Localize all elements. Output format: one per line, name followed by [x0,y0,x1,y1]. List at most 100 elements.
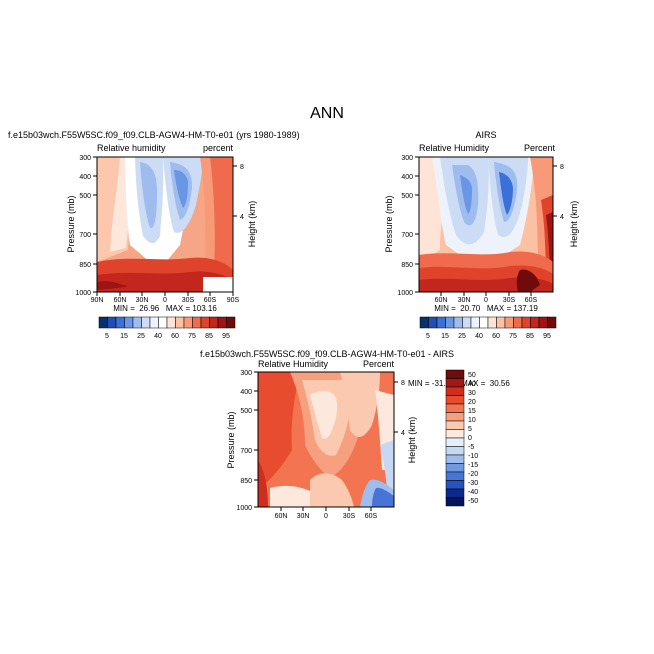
colorbar-label: 75 [188,333,196,340]
panel-model: f.e15b03wch.F55W5SC.f09_f09.CLB-AGW4-HM-… [8,130,300,340]
colorbar-swatch [470,316,480,329]
y2-axis-label: Height (km) [569,201,579,248]
y2-tick-label: 8 [240,164,244,171]
colorbar-swatch [547,316,557,329]
colorbar-label: -15 [468,462,478,469]
y2-tick-label: 8 [560,164,564,171]
x-tick-label: 30S [503,297,516,304]
colorbar-swatch [445,480,465,490]
colorbar-swatch [445,429,465,439]
contour-field [419,157,553,292]
y-tick-label: 850 [401,262,413,269]
colorbar-label: -5 [468,444,474,451]
colorbar-swatch [98,316,108,329]
x-axis: 60N 30N 0 30S 60S [435,292,538,304]
x-axis: 60N 30N 0 30S 60S [275,507,378,520]
colorbar-label: 0 [468,435,472,442]
x-tick-label: 30N [136,297,149,304]
colorbar-label: 25 [137,333,145,340]
colorbar-swatch [445,446,465,456]
colorbar [98,316,236,329]
x-tick-label: 0 [324,513,328,520]
colorbar-swatch [445,420,465,430]
colorbar-swatch [530,316,540,329]
colorbar-label: -20 [468,471,478,478]
x-tick-label: 0 [484,297,488,304]
colorbar-swatch [175,316,185,329]
colorbar-swatch [149,316,159,329]
x-tick-label: 90S [227,297,240,304]
colorbar-swatch [428,316,438,329]
x-tick-label: 30N [458,297,471,304]
colorbar-swatch [226,316,236,329]
y2-axis: 8 4 [394,380,405,437]
y-tick-label: 1000 [236,505,252,512]
x-tick-label: 60N [275,513,288,520]
y2-axis-label: Height (km) [247,201,257,248]
y-tick-label: 300 [401,155,413,162]
panel-title: f.e15b03wch.F55W5SC.f09_f09.CLB-AGW4-HM-… [8,130,300,140]
figure-title: ANN [310,105,344,122]
colorbar-labels: 50 40 30 20 15 10 5 0 -5 -10 -15 -20 -30… [468,372,478,505]
y-axis: 300 400 500 700 850 1000 [397,155,419,297]
y-tick-label: 500 [240,408,252,415]
y-axis: 300 400 500 700 850 1000 [236,370,258,512]
colorbar-swatch [132,316,142,329]
colorbar-label: -30 [468,480,478,487]
colorbar-label: 85 [205,333,213,340]
x-tick-label: 30N [297,513,310,520]
colorbar-swatch [141,316,151,329]
colorbar-swatch [158,316,168,329]
panel-observations: AIRS Relative Humidity Percent Pressure … [384,130,579,340]
colorbar-swatch [124,316,134,329]
colorbar-swatch [200,316,210,329]
colorbar-swatch [445,488,465,498]
colorbar-swatch [445,412,465,422]
colorbar-swatch [445,369,465,379]
right-label: Percent [363,359,395,369]
y-axis-label: Pressure (mb) [384,195,394,252]
x-tick-label: 30S [182,297,195,304]
colorbar-swatch [209,316,219,329]
colorbar-swatch [496,316,506,329]
colorbar-swatch [445,437,465,447]
colorbar-label: -10 [468,453,478,460]
x-tick-label: 60N [114,297,127,304]
colorbar-label: 30 [468,390,476,397]
y2-tick-label: 8 [401,380,405,387]
colorbar-swatch [453,316,463,329]
y2-tick-label: 4 [560,214,564,221]
x-tick-label: 60S [525,297,538,304]
x-tick-label: 60N [435,297,448,304]
y-tick-label: 1000 [75,290,91,297]
y-tick-label: 1000 [397,290,413,297]
colorbar [419,316,557,329]
colorbar-swatch [107,316,117,329]
panel-title: AIRS [475,130,496,140]
colorbar-label: 50 [468,372,476,379]
colorbar-swatch [445,386,465,396]
y-tick-label: 500 [401,193,413,200]
colorbar-label: 60 [492,333,500,340]
y-axis: 300 400 500 700 850 1000 [75,155,97,297]
y2-tick-label: 4 [240,214,244,221]
left-label: Relative Humidity [258,359,329,369]
colorbar-swatch [521,316,531,329]
y2-axis-label: Height (km) [407,417,417,464]
x-tick-label: 30S [343,513,356,520]
colorbar-swatch [462,316,472,329]
y-axis-label: Pressure (mb) [66,195,76,252]
colorbar-swatch [487,316,497,329]
x-axis: 90N 60N 30N 0 30S 60S 90S [91,292,240,304]
colorbar-label: 5 [105,333,109,340]
y-tick-label: 400 [79,174,91,181]
y-tick-label: 300 [79,155,91,162]
colorbar-labels: 5 15 25 40 60 75 85 95 [105,333,230,340]
colorbar-label: 15 [468,408,476,415]
colorbar-swatch [419,316,429,329]
colorbar-swatch [115,316,125,329]
colorbar-label: 40 [154,333,162,340]
colorbar-label: 95 [222,333,230,340]
colorbar-label: 15 [120,333,128,340]
colorbar-swatch [445,497,465,507]
